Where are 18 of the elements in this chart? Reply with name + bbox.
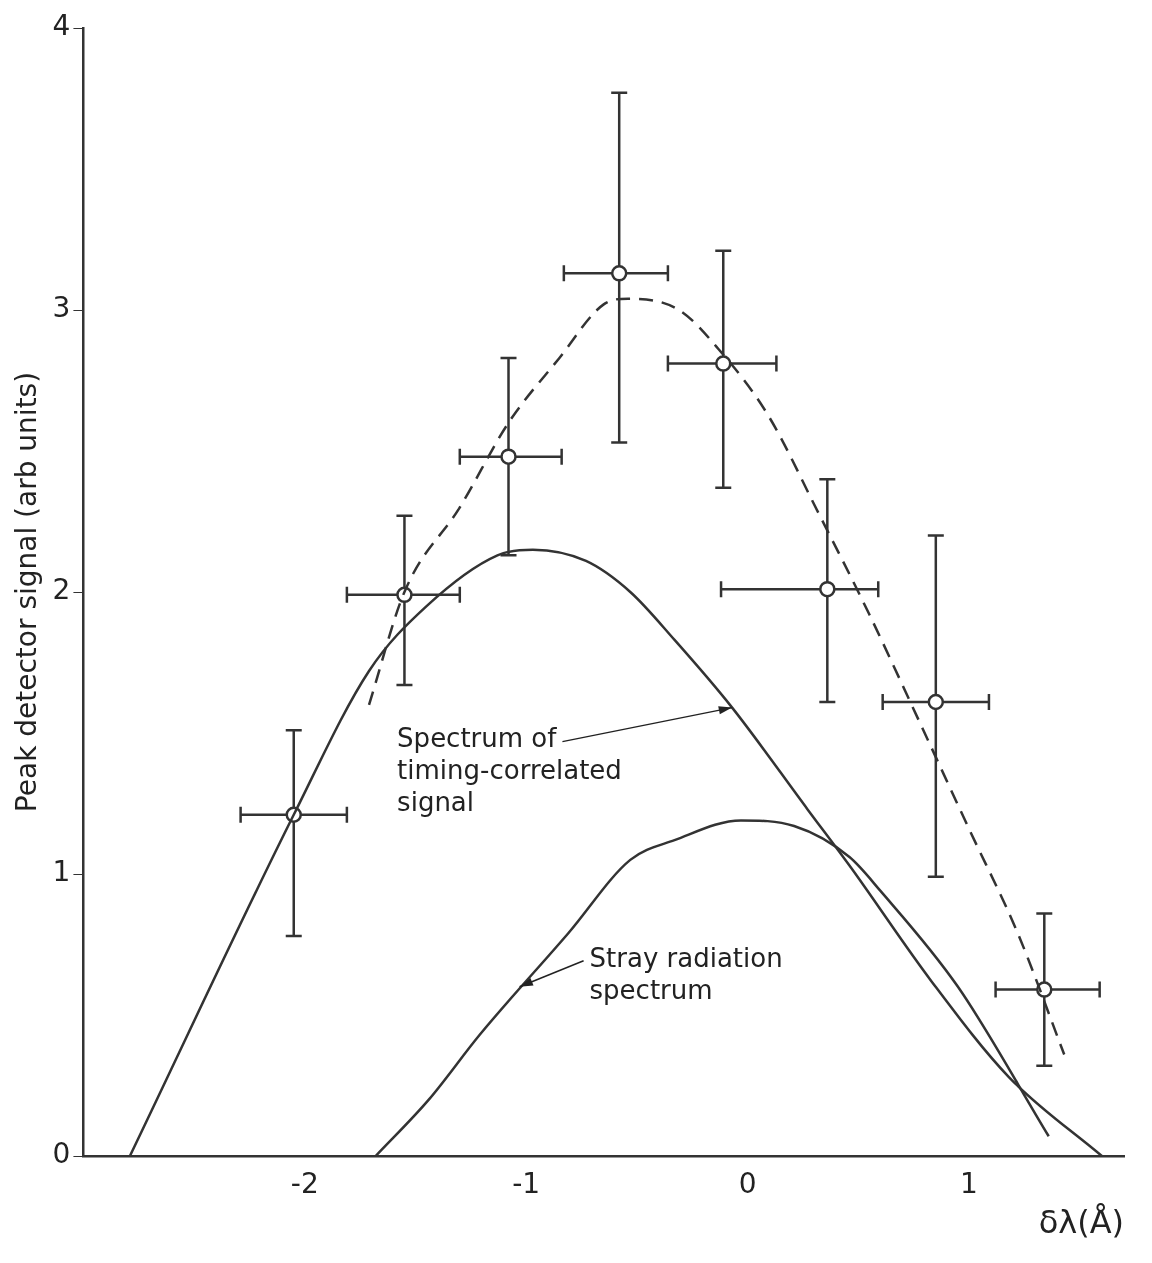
x-tick-label: -2: [290, 1167, 319, 1201]
point: [500, 448, 517, 465]
point: [819, 580, 836, 598]
y-tick-label: 4: [52, 9, 71, 43]
x-tick-label: -1: [512, 1167, 541, 1201]
x-tick-label: 0: [738, 1167, 757, 1201]
x-tick-label: 1: [960, 1167, 978, 1201]
y-tick-label: 3: [52, 291, 71, 325]
point: [927, 693, 945, 711]
annotation: Stray radiation spectrum: [589, 942, 783, 1005]
x-axis-title: δλ(Å): [1038, 1203, 1124, 1242]
point: [715, 355, 732, 372]
y-tick-label: 2: [52, 573, 71, 607]
annotation: Spectrum of timing-correlated signal: [397, 723, 622, 818]
point: [610, 265, 628, 282]
y-tick-label: 0: [52, 1137, 71, 1171]
y-tick-label: 1: [52, 855, 71, 889]
y-axis-title: Peak detector signal (arb units): [10, 371, 44, 813]
